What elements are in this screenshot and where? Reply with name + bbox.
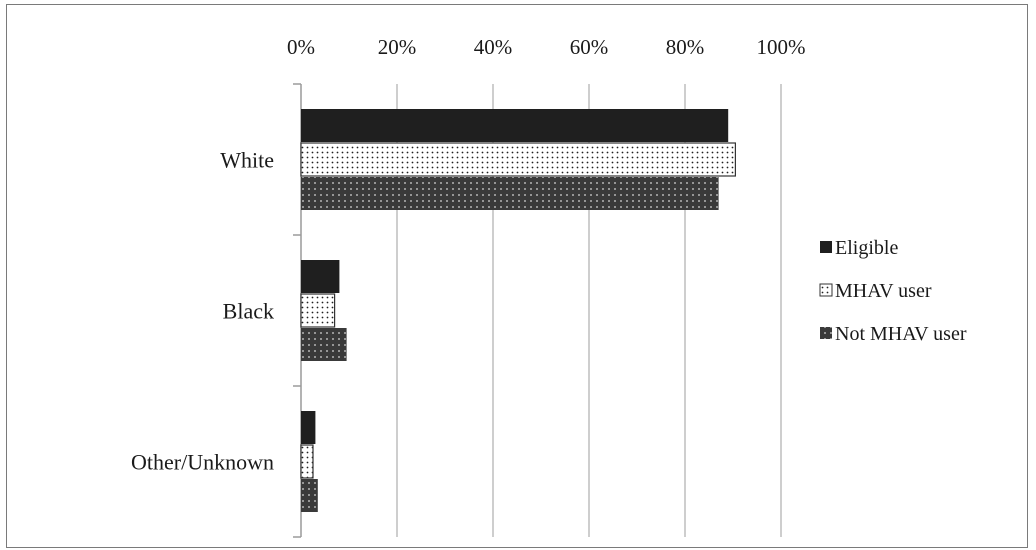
- x-tick-label: 100%: [757, 35, 806, 59]
- legend: Eligible MHAV user Not MHAV user: [819, 237, 967, 345]
- bar: [301, 479, 318, 512]
- bar: [301, 177, 719, 210]
- category-axis: [293, 83, 302, 538]
- x-tick-label: 60%: [570, 35, 609, 59]
- category-label: Other/Unknown: [131, 450, 274, 475]
- bar: [301, 328, 347, 361]
- legend-swatch: [820, 241, 832, 253]
- legend-swatch: [820, 327, 832, 339]
- bar: [301, 109, 729, 142]
- bar: [300, 293, 336, 328]
- bar: [301, 411, 316, 444]
- chart-frame: [6, 4, 1028, 548]
- x-tick-label: 20%: [378, 35, 417, 59]
- x-tick-labels: 0% 20% 40% 60% 80% 100%: [287, 35, 806, 59]
- bar: [300, 444, 314, 479]
- x-tick-label: 80%: [666, 35, 705, 59]
- legend-label: MHAV user: [835, 280, 932, 302]
- x-tick-label: 40%: [474, 35, 513, 59]
- category-label: Black: [223, 299, 274, 324]
- category-label: White: [220, 148, 274, 173]
- bars: [300, 109, 736, 512]
- legend-label: Eligible: [835, 237, 898, 259]
- x-tick-label: 0%: [287, 35, 315, 59]
- legend-label: Not MHAV user: [835, 323, 967, 345]
- legend-swatch: [819, 283, 833, 297]
- category-labels: White Black Other/Unknown: [131, 148, 274, 475]
- bar: [300, 142, 736, 177]
- bar: [301, 260, 340, 293]
